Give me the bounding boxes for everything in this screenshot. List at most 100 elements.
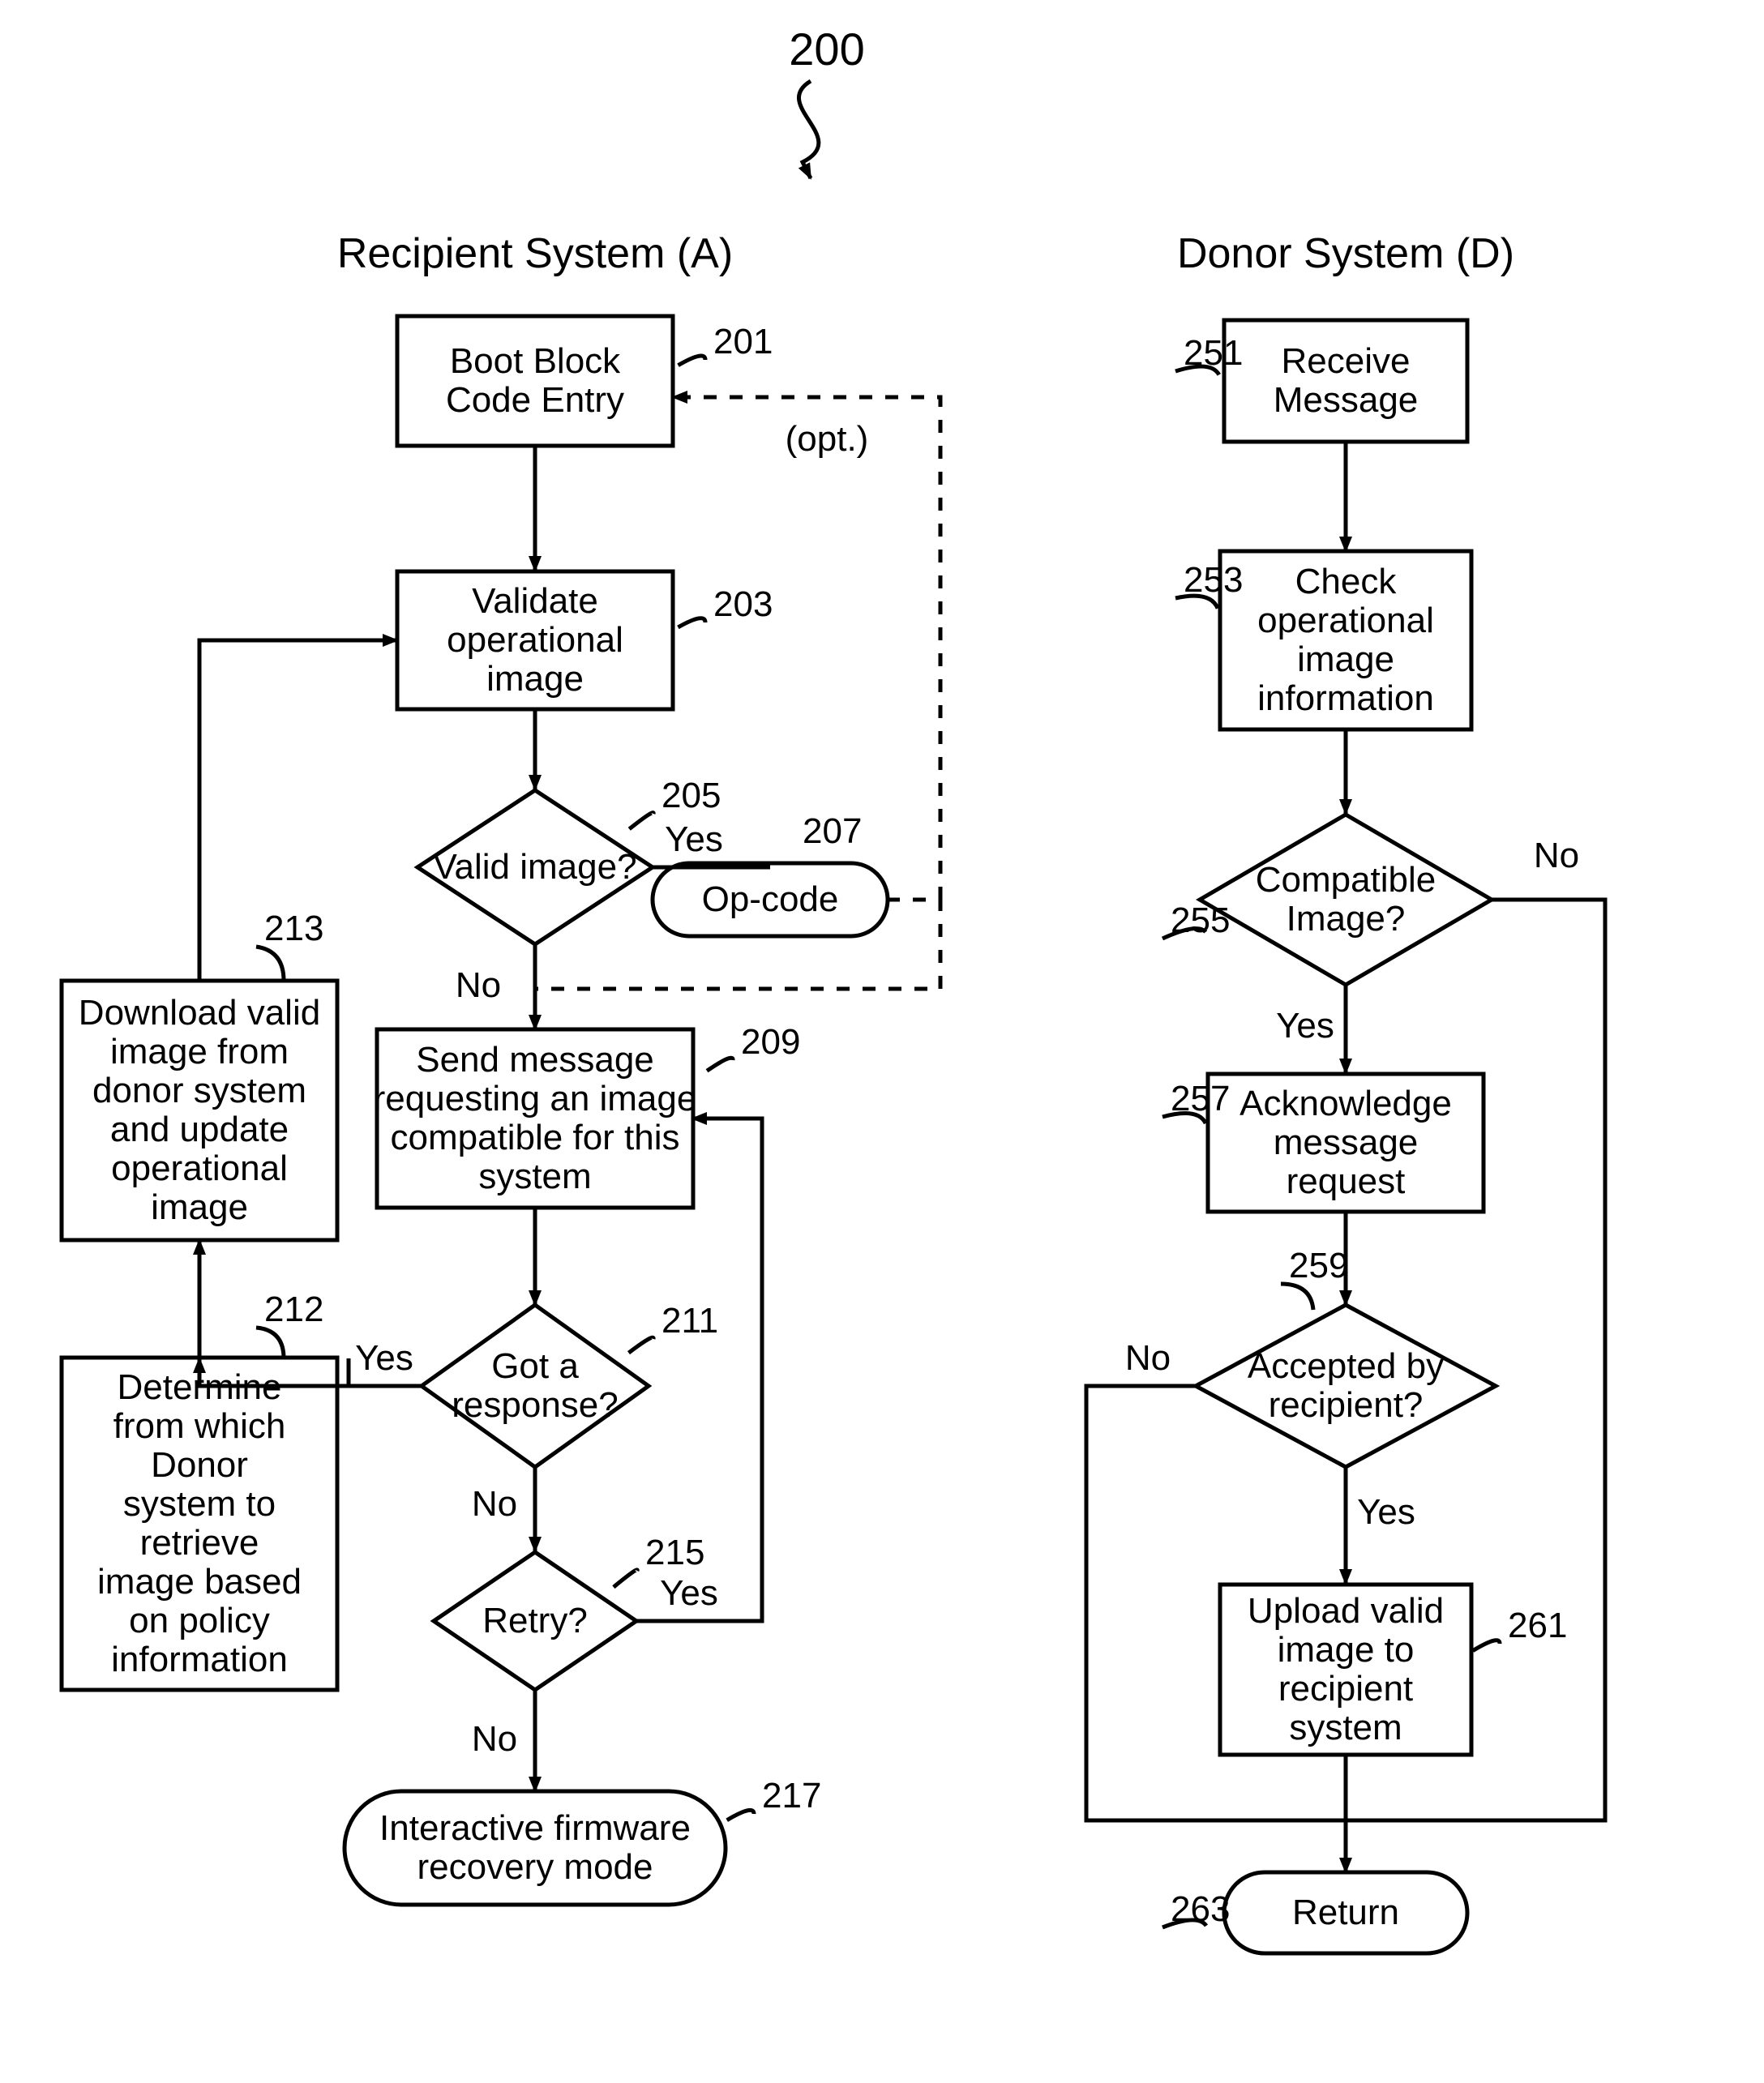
node-215-line-0: Retry?: [482, 1601, 588, 1640]
node-212: Determinefrom whichDonorsystem toretriev…: [62, 1358, 337, 1690]
node-253-line-1: operational: [1257, 601, 1434, 640]
node-209-line-2: compatible for this: [390, 1118, 679, 1157]
node-209-line-0: Send message: [416, 1040, 654, 1080]
id-label-261: 261: [1508, 1606, 1567, 1645]
node-257: Acknowledgemessagerequest: [1208, 1074, 1484, 1212]
node-203-line-0: Validate: [472, 581, 598, 621]
lead-209: [707, 1058, 733, 1071]
lead-205: [629, 813, 653, 829]
id-label-207: 207: [803, 811, 862, 851]
node-263-line-0: Return: [1292, 1893, 1399, 1932]
node-203-line-1: operational: [447, 620, 623, 660]
edge-label-8: No: [1534, 836, 1579, 875]
id-label-255: 255: [1171, 900, 1230, 940]
donor-heading: Donor System (D): [1177, 230, 1514, 277]
lead-212: [256, 1328, 284, 1358]
node-212-line-3: system to: [123, 1484, 276, 1524]
node-259: Accepted byrecipient?: [1196, 1305, 1496, 1467]
node-213-line-3: and update: [110, 1110, 289, 1149]
node-261-line-2: recipient: [1278, 1669, 1413, 1709]
node-253-line-2: image: [1297, 639, 1394, 679]
edge-label-6: No: [472, 1719, 517, 1759]
lead-261: [1473, 1640, 1500, 1651]
node-212-line-7: information: [111, 1640, 288, 1679]
figure-number: 200: [789, 24, 864, 75]
node-209-line-3: system: [478, 1157, 591, 1196]
node-203-line-2: image: [486, 659, 584, 699]
node-213-line-0: Download valid: [79, 993, 320, 1033]
node-212-line-6: on policy: [129, 1601, 270, 1640]
id-label-209: 209: [741, 1022, 800, 1062]
id-label-212: 212: [264, 1290, 323, 1329]
lead-215: [614, 1570, 637, 1587]
node-213-line-5: image: [151, 1187, 248, 1227]
node-251: ReceiveMessage: [1224, 320, 1467, 442]
node-201: Boot BlockCode Entry: [397, 316, 673, 446]
lead-259: [1281, 1284, 1313, 1310]
lead-213: [256, 947, 284, 981]
node-213-line-4: operational: [111, 1148, 288, 1188]
node-212-line-2: Donor: [151, 1445, 248, 1485]
id-label-253: 253: [1184, 560, 1243, 600]
node-253-line-3: information: [1257, 678, 1434, 718]
node-253-line-0: Check: [1295, 562, 1398, 601]
node-203: Validateoperationalimage: [397, 571, 673, 709]
id-label-203: 203: [713, 584, 773, 624]
id-label-257: 257: [1171, 1079, 1230, 1118]
edge-label-10: No: [1125, 1338, 1171, 1378]
node-201-line-0: Boot Block: [450, 341, 621, 381]
node-213: Download validimage fromdonor systemand …: [62, 981, 337, 1240]
figure-pointer-arrow: [799, 81, 818, 178]
node-257-line-2: request: [1287, 1161, 1406, 1201]
node-263: Return: [1224, 1872, 1467, 1953]
recipient-heading: Recipient System (A): [337, 230, 733, 277]
node-251-line-0: Receive: [1282, 341, 1411, 381]
edge-label-7: Yes: [1276, 1006, 1334, 1046]
edge-label-1: No: [456, 965, 501, 1005]
node-217: Interactive firmwarerecovery mode: [345, 1791, 726, 1905]
lead-201: [679, 356, 705, 366]
node-213-line-2: donor system: [92, 1071, 306, 1110]
node-211: Got aresponse?: [422, 1305, 649, 1467]
node-259-line-1: recipient?: [1269, 1385, 1424, 1425]
edge-label-3: Yes: [355, 1338, 413, 1378]
id-label-217: 217: [762, 1776, 821, 1816]
id-label-201: 201: [713, 322, 773, 361]
node-255-line-0: Compatible: [1256, 860, 1436, 900]
lead-203: [678, 618, 705, 627]
node-211-line-0: Got a: [491, 1346, 579, 1386]
node-217-line-0: Interactive firmware: [379, 1808, 691, 1848]
node-255-line-1: Image?: [1287, 899, 1406, 939]
node-257-line-1: message: [1274, 1123, 1419, 1162]
node-211-line-1: response?: [452, 1385, 618, 1425]
id-label-263: 263: [1171, 1889, 1230, 1929]
id-label-259: 259: [1289, 1246, 1348, 1285]
node-209-line-1: requesting an image: [374, 1079, 697, 1118]
lead-211: [628, 1337, 653, 1353]
node-257-line-0: Acknowledge: [1240, 1084, 1452, 1123]
id-label-251: 251: [1184, 333, 1243, 373]
node-261-line-1: image to: [1278, 1630, 1415, 1670]
edge-label-5: Yes: [660, 1573, 718, 1613]
id-label-215: 215: [645, 1533, 704, 1572]
lead-217: [727, 1810, 754, 1820]
node-212-line-1: from which: [113, 1406, 286, 1446]
node-212-line-5: image based: [97, 1562, 302, 1602]
node-207-line-0: Op-code: [702, 879, 839, 919]
edge-label-0: Yes: [665, 819, 723, 859]
id-label-211: 211: [662, 1301, 718, 1341]
node-259-line-0: Accepted by: [1248, 1346, 1444, 1386]
node-255: CompatibleImage?: [1200, 815, 1492, 985]
node-215: Retry?: [434, 1552, 636, 1690]
node-217-line-1: recovery mode: [417, 1847, 653, 1887]
node-209: Send messagerequesting an imagecompatibl…: [374, 1029, 697, 1208]
node-213-line-1: image from: [110, 1032, 289, 1071]
node-212-line-4: retrieve: [140, 1523, 259, 1563]
edge-label-4: No: [472, 1484, 517, 1524]
node-251-line-1: Message: [1274, 380, 1419, 420]
node-253: Checkoperationalimageinformation: [1220, 551, 1471, 729]
id-label-205: 205: [662, 776, 721, 815]
edge-label-9: Yes: [1357, 1492, 1415, 1532]
node-261-line-3: system: [1289, 1708, 1402, 1747]
id-label-213: 213: [264, 909, 323, 948]
